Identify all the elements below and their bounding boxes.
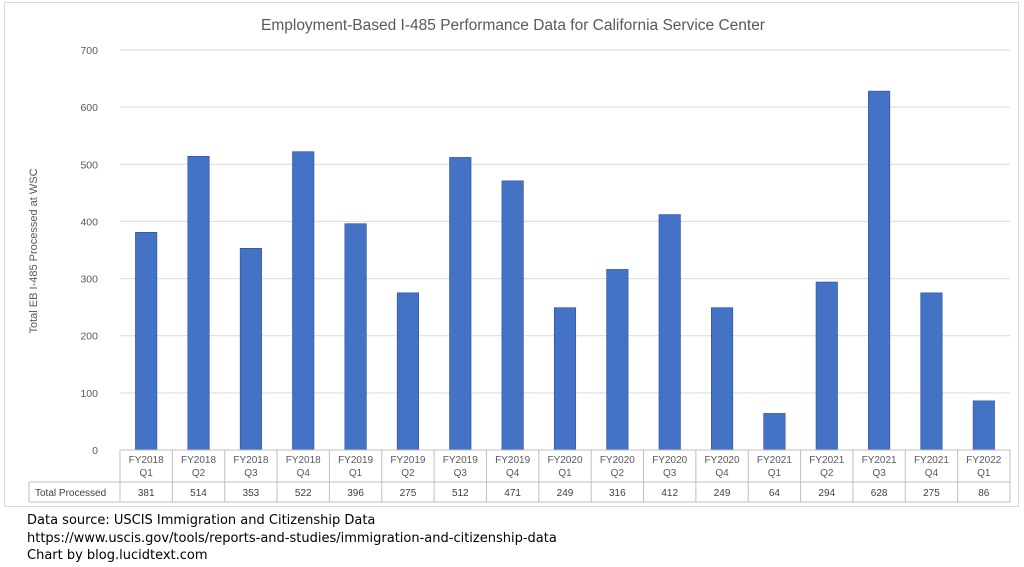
x-tick-label: FY2022 bbox=[966, 455, 1001, 466]
y-tick-label: 300 bbox=[80, 274, 98, 286]
bar bbox=[187, 155, 210, 451]
x-tick-label: FY2019 bbox=[390, 455, 425, 466]
chart-title: Employment-Based I-485 Performance Data … bbox=[261, 17, 765, 34]
x-tick-label: Q1 bbox=[349, 468, 363, 479]
bar bbox=[606, 269, 629, 451]
x-tick-label: Q3 bbox=[454, 468, 468, 479]
y-tick-label: 700 bbox=[80, 45, 98, 57]
x-tick-label: Q3 bbox=[872, 468, 886, 479]
table-value: 275 bbox=[400, 488, 417, 499]
x-tick-label: FY2021 bbox=[914, 455, 949, 466]
x-tick-label: FY2020 bbox=[600, 455, 635, 466]
table-value: 86 bbox=[978, 488, 990, 499]
table-value: 294 bbox=[818, 488, 835, 499]
bar bbox=[920, 292, 943, 451]
table-value: 471 bbox=[504, 488, 521, 499]
x-tick-label: FY2021 bbox=[809, 455, 844, 466]
y-axis-label: Total EB I-485 Processed at WSC bbox=[28, 168, 40, 333]
x-tick-label: FY2018 bbox=[129, 455, 164, 466]
bar bbox=[711, 307, 734, 451]
bar bbox=[501, 180, 524, 451]
bar bbox=[344, 223, 367, 451]
bar bbox=[868, 90, 891, 451]
table-row-header: Total Processed bbox=[35, 488, 106, 499]
x-tick-label: Q1 bbox=[977, 468, 991, 479]
y-tick-label: 500 bbox=[80, 159, 98, 171]
x-tick-label: Q4 bbox=[297, 468, 311, 479]
x-tick-label: FY2018 bbox=[181, 455, 216, 466]
x-tick-label: FY2021 bbox=[757, 455, 792, 466]
x-tick-label: Q1 bbox=[768, 468, 782, 479]
bar bbox=[658, 214, 681, 451]
x-tick-label: FY2020 bbox=[652, 455, 687, 466]
y-tick-label: 400 bbox=[80, 216, 98, 228]
table-value: 628 bbox=[871, 488, 888, 499]
x-tick-label: FY2019 bbox=[338, 455, 373, 466]
x-tick-label: Q2 bbox=[611, 468, 625, 479]
table-value: 353 bbox=[243, 488, 260, 499]
bar bbox=[135, 231, 158, 451]
x-tick-label: FY2021 bbox=[862, 455, 897, 466]
x-tick-label: Q4 bbox=[715, 468, 729, 479]
data-source-line: Data source: USCIS Immigration and Citiz… bbox=[27, 513, 376, 528]
data-source-url: https://www.uscis.gov/tools/reports-and-… bbox=[27, 531, 557, 546]
bar bbox=[239, 247, 262, 451]
bar bbox=[972, 400, 995, 451]
y-tick-label: 100 bbox=[80, 388, 98, 400]
x-tick-label: Q2 bbox=[820, 468, 834, 479]
table-value: 64 bbox=[769, 488, 781, 499]
table-value: 396 bbox=[347, 488, 364, 499]
x-tick-label: FY2018 bbox=[286, 455, 321, 466]
x-tick-label: FY2020 bbox=[547, 455, 582, 466]
bar-chart: Employment-Based I-485 Performance Data … bbox=[28, 17, 1011, 503]
bar bbox=[449, 157, 472, 451]
x-tick-label: FY2018 bbox=[233, 455, 268, 466]
chart-frame: Employment-Based I-485 Performance Data … bbox=[4, 2, 1019, 507]
x-tick-label: Q3 bbox=[663, 468, 677, 479]
x-tick-label: Q2 bbox=[192, 468, 206, 479]
x-tick-label: Q2 bbox=[401, 468, 415, 479]
table-value: 249 bbox=[557, 488, 574, 499]
bar bbox=[396, 292, 419, 451]
x-tick-label: Q3 bbox=[244, 468, 258, 479]
bar bbox=[815, 281, 838, 451]
x-tick-label: Q1 bbox=[140, 468, 154, 479]
bar bbox=[763, 413, 786, 451]
table-value: 275 bbox=[923, 488, 940, 499]
table-value: 316 bbox=[609, 488, 626, 499]
table-value: 381 bbox=[138, 488, 155, 499]
y-tick-label: 0 bbox=[92, 445, 98, 457]
bar bbox=[292, 151, 315, 451]
y-tick-label: 200 bbox=[80, 331, 98, 343]
bar bbox=[553, 307, 577, 451]
x-tick-label: FY2019 bbox=[443, 455, 478, 466]
chart-credit: Chart by blog.lucidtext.com bbox=[27, 548, 208, 563]
x-tick-label: Q4 bbox=[925, 468, 939, 479]
table-value: 412 bbox=[661, 488, 678, 499]
x-tick-label: Q1 bbox=[558, 468, 572, 479]
x-tick-label: FY2020 bbox=[705, 455, 740, 466]
table-value: 522 bbox=[295, 488, 312, 499]
x-tick-label: Q4 bbox=[506, 468, 520, 479]
table-value: 512 bbox=[452, 488, 469, 499]
y-tick-label: 600 bbox=[80, 102, 98, 114]
x-tick-label: FY2019 bbox=[495, 455, 530, 466]
table-value: 249 bbox=[714, 488, 731, 499]
table-value: 514 bbox=[190, 488, 207, 499]
